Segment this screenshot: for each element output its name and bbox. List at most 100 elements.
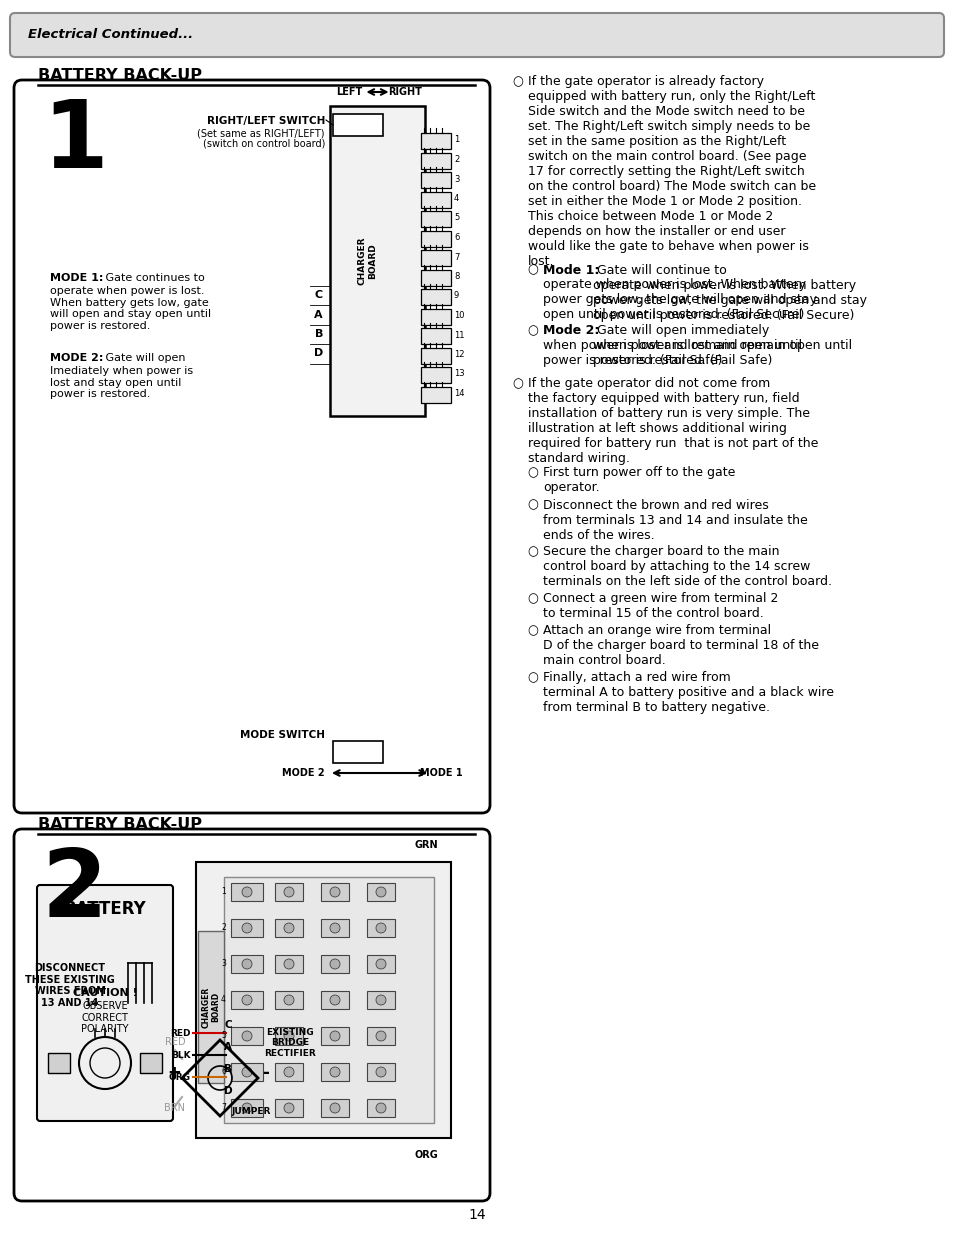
Text: 6: 6	[454, 233, 459, 242]
Text: BATTERY: BATTERY	[64, 900, 146, 918]
Bar	[274, 1028, 303, 1045]
Circle shape	[284, 1067, 294, 1077]
Bar	[420, 231, 451, 247]
Circle shape	[375, 960, 386, 969]
Bar	[231, 883, 263, 902]
Text: operate when power is lost. When battery
power gets low, the gate will open and : operate when power is lost. When battery…	[542, 278, 816, 321]
Text: CHARGER
BOARD: CHARGER BOARD	[357, 237, 376, 285]
Text: RED: RED	[171, 1029, 191, 1037]
FancyBboxPatch shape	[10, 14, 943, 57]
Text: If the gate operator did not come from
the factory equipped with battery run, fi: If the gate operator did not come from t…	[527, 377, 818, 466]
Text: 13: 13	[454, 369, 464, 378]
Bar	[231, 919, 263, 937]
Bar	[333, 741, 382, 763]
Text: 3: 3	[221, 958, 226, 967]
Bar	[420, 249, 451, 266]
Text: ○: ○	[527, 592, 537, 605]
Text: BATTERY BACK-UP: BATTERY BACK-UP	[38, 818, 202, 832]
Bar	[420, 347, 451, 363]
Text: MODE 2: MODE 2	[282, 768, 325, 778]
Bar	[367, 955, 395, 973]
Text: 3: 3	[454, 174, 459, 184]
Text: RIGHT: RIGHT	[388, 86, 422, 98]
Text: Disconnect the brown and red wires
from terminals 13 and 14 and insulate the
end: Disconnect the brown and red wires from …	[542, 499, 807, 542]
Circle shape	[284, 960, 294, 969]
Circle shape	[284, 1031, 294, 1041]
Bar	[420, 387, 451, 403]
Circle shape	[242, 960, 252, 969]
Bar	[420, 289, 451, 305]
Text: First turn power off to the gate
operator.: First turn power off to the gate operato…	[542, 466, 735, 494]
Bar	[420, 191, 451, 207]
Text: 4: 4	[221, 994, 226, 1004]
Text: 7: 7	[454, 252, 459, 262]
Text: DISCONNECT
THESE EXISTING
WIRES FROM
13 AND 14: DISCONNECT THESE EXISTING WIRES FROM 13 …	[25, 963, 114, 1008]
Text: BATTERY BACK-UP: BATTERY BACK-UP	[38, 68, 202, 83]
Circle shape	[330, 923, 339, 932]
Text: MODE 1:: MODE 1:	[50, 273, 103, 283]
Bar	[48, 1053, 70, 1073]
Bar	[420, 309, 451, 325]
Bar	[420, 269, 451, 285]
Text: A: A	[314, 310, 323, 320]
Text: 11: 11	[454, 331, 464, 340]
Text: OBSERVE
CORRECT
POLARITY: OBSERVE CORRECT POLARITY	[81, 1002, 129, 1034]
Text: B: B	[224, 1065, 232, 1074]
Text: 12: 12	[454, 350, 464, 359]
Bar	[198, 931, 224, 1083]
Circle shape	[284, 887, 294, 897]
Bar	[420, 133, 451, 149]
Text: A: A	[224, 1042, 232, 1052]
Text: ○: ○	[527, 466, 537, 479]
Bar	[231, 1063, 263, 1081]
Circle shape	[330, 1031, 339, 1041]
Circle shape	[330, 1067, 339, 1077]
Bar	[231, 955, 263, 973]
Text: Gate will continue to
operate when power is lost. When battery
power gets low, t: Gate will continue to operate when power…	[593, 263, 866, 321]
Bar	[231, 1028, 263, 1045]
Bar	[367, 883, 395, 902]
Bar	[274, 990, 303, 1009]
Text: 1: 1	[221, 887, 226, 895]
Text: Finally, attach a red wire from
terminal A to battery positive and a black wire
: Finally, attach a red wire from terminal…	[542, 671, 833, 714]
Bar	[140, 1053, 162, 1073]
Bar	[420, 152, 451, 168]
Circle shape	[375, 923, 386, 932]
Bar	[231, 990, 263, 1009]
Bar	[231, 1099, 263, 1116]
Text: CHARGER
BOARD: CHARGER BOARD	[201, 987, 220, 1028]
Circle shape	[284, 995, 294, 1005]
Circle shape	[284, 1103, 294, 1113]
Bar	[333, 114, 382, 136]
Text: operate when power is lost.
When battery gets low, gate
will open and stay open : operate when power is lost. When battery…	[50, 287, 211, 331]
Text: Secure the charger board to the main
control board by attaching to the 14 screw
: Secure the charger board to the main con…	[542, 545, 831, 588]
Text: 1: 1	[42, 96, 108, 188]
Text: when power is lost and remain open until
power is restored. (Fail Safe): when power is lost and remain open until…	[542, 338, 801, 367]
Circle shape	[375, 995, 386, 1005]
Text: +: +	[167, 1065, 181, 1082]
Text: 7: 7	[221, 1103, 226, 1112]
Bar	[320, 919, 349, 937]
Text: GRN: GRN	[414, 840, 437, 850]
Text: ○: ○	[527, 325, 537, 337]
FancyBboxPatch shape	[14, 829, 490, 1200]
Bar	[224, 877, 434, 1123]
Circle shape	[242, 923, 252, 932]
Circle shape	[375, 1103, 386, 1113]
Bar	[367, 1099, 395, 1116]
Circle shape	[242, 1067, 252, 1077]
Circle shape	[242, 995, 252, 1005]
Circle shape	[330, 960, 339, 969]
Circle shape	[330, 887, 339, 897]
Text: Gate will open immediately
when power is lost and remain open until
power is res: Gate will open immediately when power is…	[593, 325, 851, 367]
Circle shape	[375, 1067, 386, 1077]
Text: MODE SWITCH: MODE SWITCH	[240, 730, 325, 740]
Text: Gate continues to: Gate continues to	[102, 273, 205, 283]
Text: 2: 2	[454, 156, 458, 164]
Text: D: D	[223, 1086, 233, 1097]
Text: ○: ○	[527, 499, 537, 511]
Circle shape	[375, 1031, 386, 1041]
Text: 5: 5	[454, 214, 458, 222]
Text: Connect a green wire from terminal 2
to terminal 15 of the control board.: Connect a green wire from terminal 2 to …	[542, 592, 778, 620]
Text: Electrical Continued...: Electrical Continued...	[28, 27, 193, 41]
